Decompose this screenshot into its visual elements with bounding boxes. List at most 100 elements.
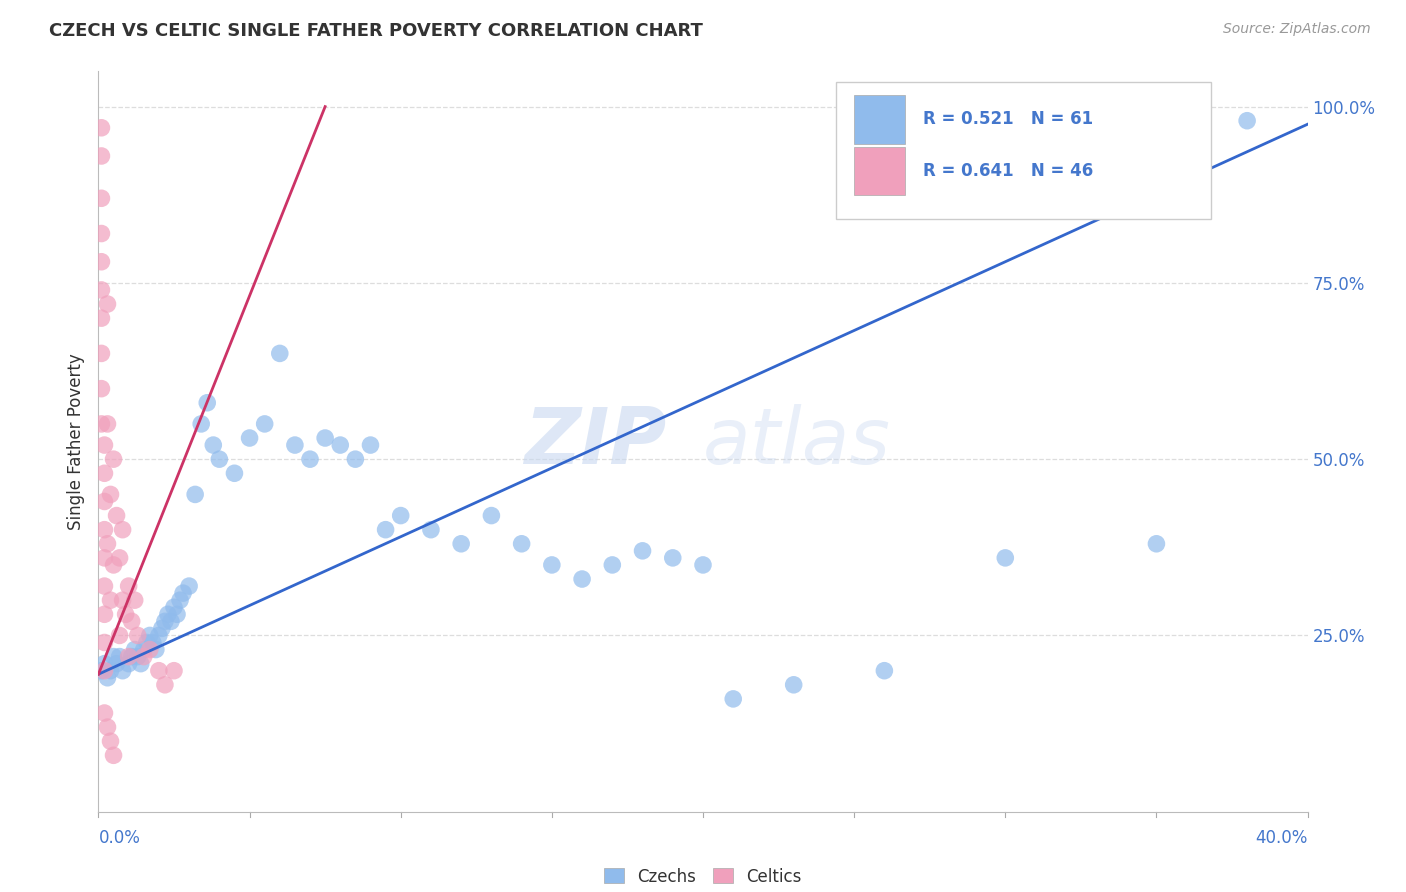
Point [93,523,115,537]
Point [153,678,176,692]
Point [93,706,115,720]
Point [103,452,125,467]
Point [150,621,173,635]
Point [148,664,170,678]
Point [103,558,125,572]
Point [100,734,122,748]
Point [96,720,118,734]
Point [360,438,382,452]
Point [93,579,115,593]
Point [169,593,191,607]
FancyBboxPatch shape [855,95,905,144]
Point [269,346,291,360]
Point [163,664,186,678]
Legend: Czechs, Celtics: Czechs, Celtics [598,861,808,892]
Point [100,664,122,678]
Point [153,615,176,629]
Point [96,417,118,431]
Text: ZIP: ZIP [524,403,666,480]
Text: 0.0%: 0.0% [98,830,141,847]
Point [631,544,654,558]
Text: atlas: atlas [703,403,891,480]
Point [135,635,157,649]
Point [129,657,152,671]
Point [329,438,352,452]
Point [90,149,112,163]
Point [96,671,118,685]
Point [118,649,141,664]
Point [139,642,162,657]
Point [994,550,1017,565]
Text: CZECH VS CELTIC SINGLE FATHER POVERTY CORRELATION CHART: CZECH VS CELTIC SINGLE FATHER POVERTY CO… [49,22,703,40]
Point [782,678,804,692]
Point [124,593,146,607]
Point [108,649,131,664]
Point [172,586,194,600]
Point [1236,113,1258,128]
Point [253,417,276,431]
Point [602,558,624,572]
Point [90,664,112,678]
Point [190,417,212,431]
Point [156,607,179,622]
Point [160,615,183,629]
Y-axis label: Single Father Poverty: Single Father Poverty [66,353,84,530]
Point [96,297,118,311]
Point [195,396,218,410]
Point [127,649,149,664]
Point [239,431,262,445]
Point [111,593,134,607]
Point [163,600,186,615]
Point [93,467,115,481]
Point [299,452,322,467]
Point [132,642,155,657]
Text: R = 0.641   N = 46: R = 0.641 N = 46 [924,162,1094,180]
Point [93,607,115,622]
Point [108,550,131,565]
Point [90,227,112,241]
Point [132,649,155,664]
Point [224,467,246,481]
Point [90,382,112,396]
Point [540,558,562,572]
Point [93,664,115,678]
Point [90,254,112,268]
Point [90,191,112,205]
Point [389,508,412,523]
Point [121,649,143,664]
Point [111,523,134,537]
Point [103,748,125,763]
Point [90,311,112,326]
Point [108,628,131,642]
Point [118,657,141,671]
Point [166,607,188,622]
Point [344,452,367,467]
FancyBboxPatch shape [837,82,1211,219]
Point [96,537,118,551]
Point [450,537,472,551]
Point [93,438,115,452]
Point [127,628,149,642]
Point [284,438,307,452]
Point [124,642,146,657]
Point [374,523,396,537]
Point [571,572,593,586]
Point [873,664,896,678]
Point [148,628,170,642]
Point [90,283,112,297]
Point [121,615,143,629]
Point [184,487,207,501]
Point [419,523,441,537]
Point [93,494,115,508]
Point [145,642,167,657]
Point [481,508,503,523]
Point [105,508,128,523]
Point [692,558,714,572]
Point [90,120,112,135]
Point [118,579,141,593]
Point [510,537,533,551]
Point [114,607,136,622]
FancyBboxPatch shape [855,147,905,195]
Point [93,635,115,649]
Point [177,579,201,593]
